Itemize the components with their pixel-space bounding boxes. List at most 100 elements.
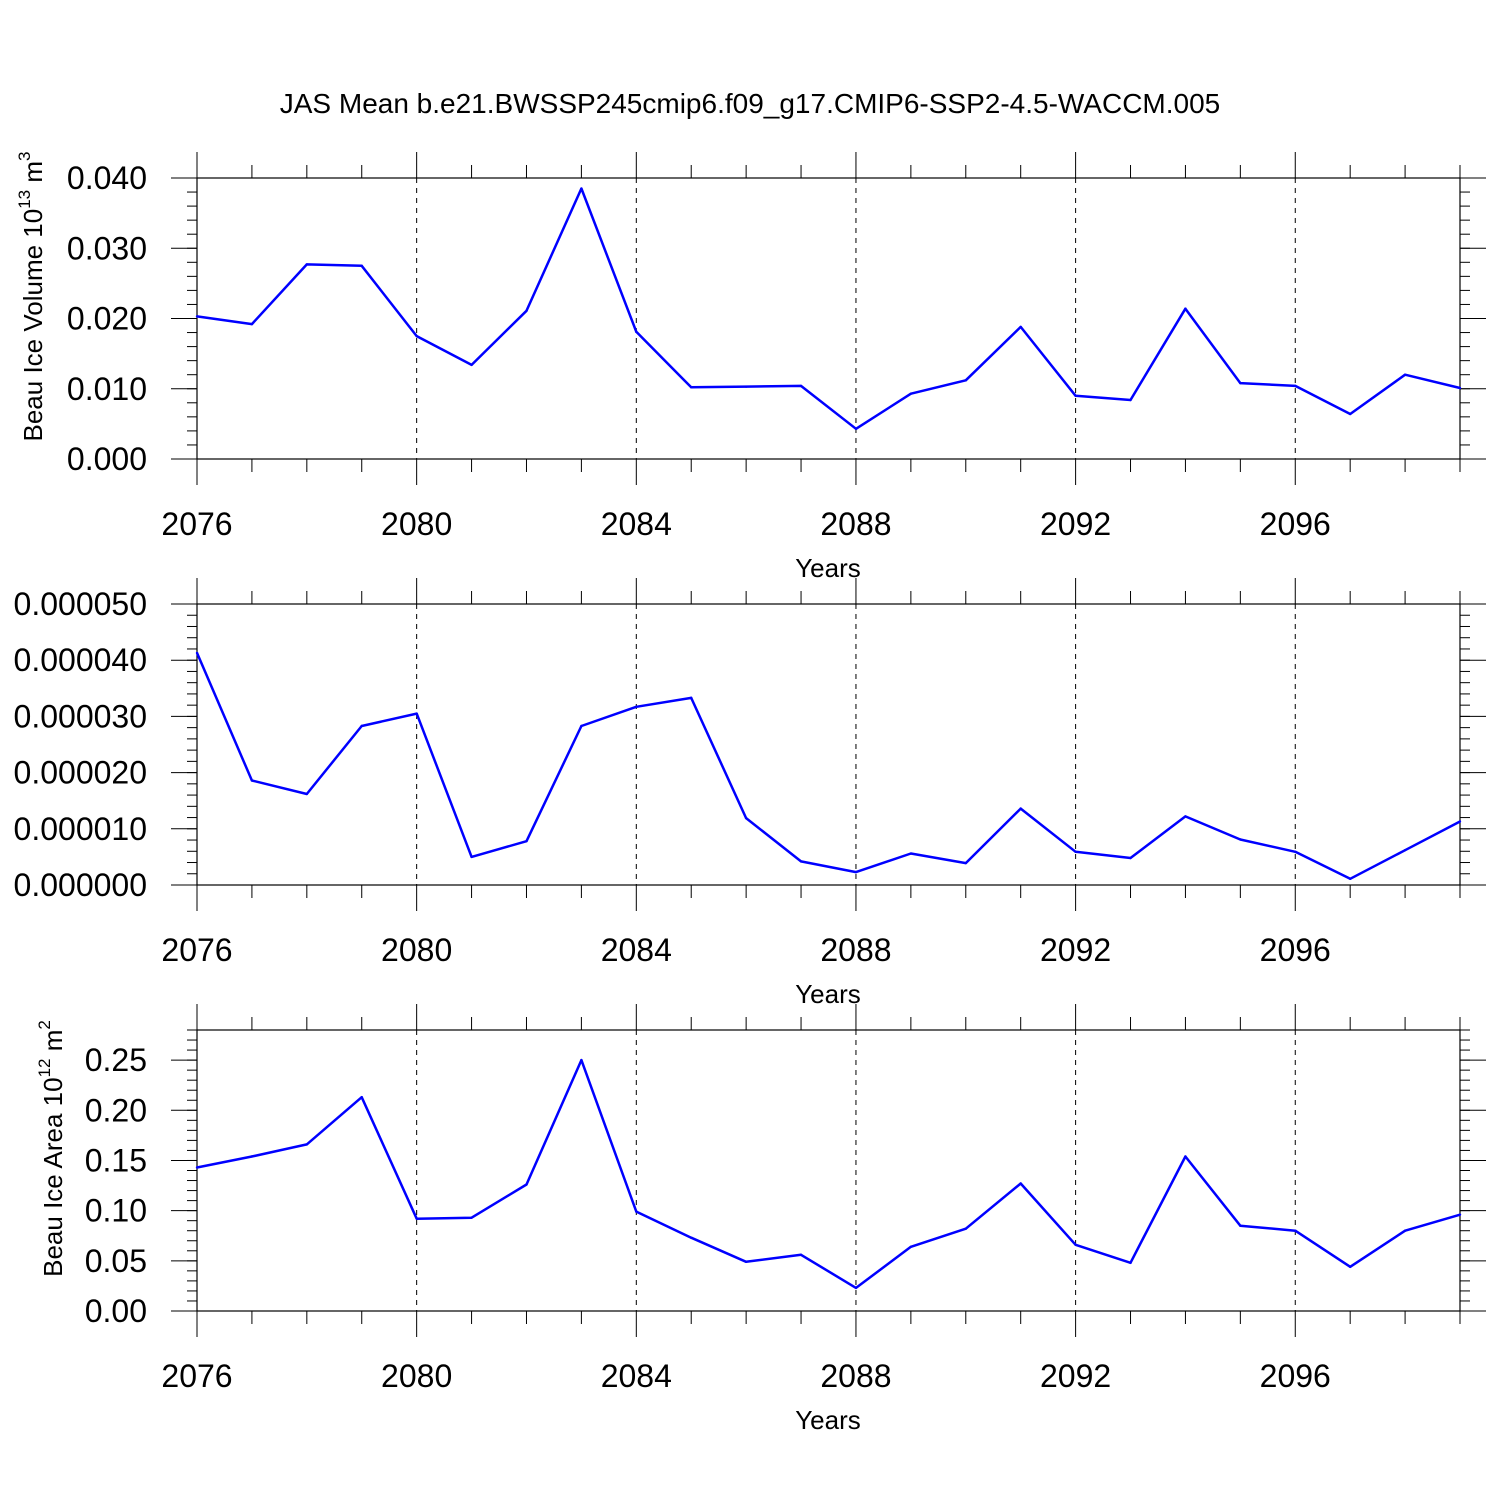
x-tick-label: 2088 — [820, 506, 891, 542]
x-axis-title: Years — [795, 979, 861, 1009]
y-tick-label: 0.000050 — [14, 586, 147, 622]
x-tick-label: 2084 — [601, 932, 672, 968]
y-axis-title-unit-exponent: 2 — [35, 1020, 54, 1029]
y-tick-label: 0.000030 — [14, 698, 147, 734]
data-point — [305, 792, 309, 796]
data-point — [470, 855, 473, 859]
data-point — [360, 724, 363, 728]
data-point — [305, 263, 309, 266]
y-axis-title: Beau Ice Volume 1013 m3 — [15, 152, 48, 442]
data-point — [1458, 820, 1462, 823]
y-tick-label: 0.000 — [67, 441, 147, 477]
data-point — [1019, 807, 1022, 810]
x-tick-label: 2092 — [1040, 932, 1111, 968]
x-tick-label: 2096 — [1260, 932, 1331, 968]
data-point — [744, 385, 748, 388]
data-point — [1239, 381, 1242, 385]
data-point — [1184, 307, 1187, 310]
data-point — [250, 1155, 254, 1158]
y-tick-label: 0.15 — [85, 1142, 147, 1178]
y-tick-label: 0.25 — [85, 1042, 147, 1078]
y-tick-label: 0.020 — [67, 301, 147, 337]
data-point — [1294, 384, 1297, 388]
data-point — [964, 379, 967, 382]
data-point — [580, 1058, 583, 1062]
data-point — [1403, 373, 1407, 376]
data-point — [854, 1286, 858, 1290]
data-point — [1184, 1155, 1187, 1158]
data-point — [964, 1227, 967, 1230]
x-tick-label: 2076 — [161, 1358, 232, 1394]
x-tick-label: 2080 — [381, 1358, 452, 1394]
data-point — [964, 861, 967, 865]
data-point — [1129, 856, 1132, 860]
y-tick-label: 0.030 — [67, 230, 147, 266]
data-point — [195, 1166, 199, 1169]
data-point — [195, 315, 199, 318]
x-tick-label: 2076 — [161, 506, 232, 542]
data-point — [744, 1260, 748, 1264]
plot-frame — [196, 603, 1461, 886]
data-point — [744, 816, 748, 820]
data-point — [1348, 412, 1352, 416]
x-tick-label: 2092 — [1040, 506, 1111, 542]
data-point — [360, 1096, 363, 1099]
y-tick-label: 0.010 — [67, 371, 147, 407]
data-point — [1294, 1229, 1297, 1232]
data-point — [1403, 1229, 1407, 1232]
data-point — [580, 724, 583, 728]
data-point — [1294, 850, 1297, 854]
x-tick-label: 2096 — [1260, 506, 1331, 542]
series-line — [195, 652, 1461, 881]
panel-ice-area: 0.00 0.05 0.10 0.15 0.20 0.25 2076 2080 2084 2088… — [35, 1004, 1486, 1435]
data-point — [690, 1236, 693, 1239]
x-tick-label: 2084 — [601, 1358, 672, 1394]
data-point — [909, 1245, 913, 1248]
data-point — [360, 264, 363, 268]
data-point — [909, 392, 913, 395]
y-tick-label: 0.000010 — [14, 811, 147, 847]
y-tick-label: 0.20 — [85, 1092, 147, 1128]
y-tick-label: 0.00 — [85, 1293, 147, 1329]
data-point — [580, 187, 583, 190]
y-tick-label: 0.05 — [85, 1243, 147, 1279]
y-axis-title-unit-exponent: 3 — [15, 152, 34, 161]
data-point — [635, 330, 638, 334]
data-point — [470, 363, 473, 367]
data-point — [1458, 1213, 1462, 1216]
panel-middle: 0.000000 0.000010 0.000020 0.000030 0.000040… — [14, 578, 1486, 1009]
data-point — [1348, 1265, 1352, 1269]
y-tick-label: 0.000000 — [14, 867, 147, 903]
figure-title: JAS Mean b.e21.BWSSP245cmip6.f09_g17.CMI… — [280, 88, 1221, 119]
data-point — [1074, 394, 1077, 397]
data-point — [415, 1217, 418, 1220]
y-tick-label: 0.10 — [85, 1193, 147, 1229]
y-axis-title-unit: m — [18, 161, 48, 190]
data-point — [1074, 1243, 1077, 1246]
data-point — [690, 386, 693, 389]
x-tick-label: 2084 — [601, 506, 672, 542]
data-point — [305, 1143, 309, 1146]
x-tick-label: 2096 — [1260, 1358, 1331, 1394]
data-point — [799, 384, 803, 388]
data-point — [525, 839, 528, 843]
y-axis-title-text: Beau Ice Area 10 — [38, 1077, 68, 1276]
data-point — [1239, 1224, 1242, 1227]
data-point — [854, 870, 858, 874]
y-axis-title-exponent: 13 — [15, 190, 34, 209]
y-tick-label: 0.040 — [67, 160, 147, 196]
data-point — [690, 696, 693, 700]
data-point — [1184, 815, 1187, 818]
y-tick-label: 0.000040 — [14, 642, 147, 678]
y-axis-title-exponent: 12 — [35, 1058, 54, 1077]
x-tick-label: 2088 — [820, 1358, 891, 1394]
x-axis-title: Years — [795, 1405, 861, 1435]
data-point — [1348, 877, 1352, 881]
data-point — [635, 705, 638, 709]
data-point — [1129, 398, 1132, 402]
data-point — [250, 322, 254, 326]
data-point — [1239, 838, 1242, 841]
y-tick-label: 0.000020 — [14, 755, 147, 791]
data-point — [525, 309, 528, 312]
